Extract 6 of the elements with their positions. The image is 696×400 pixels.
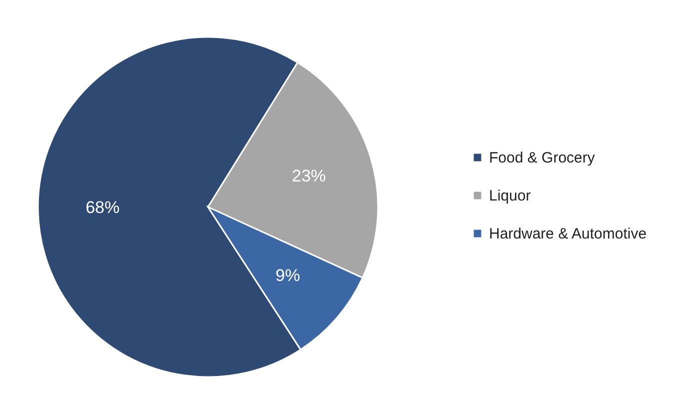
data-label: 23% (292, 166, 326, 186)
legend-label: Food & Grocery (489, 150, 596, 166)
data-label: 68% (86, 198, 120, 218)
legend-label: Hardware & Automotive (489, 226, 647, 242)
data-label: 9% (276, 266, 300, 285)
legend-label: Liquor (489, 188, 531, 204)
